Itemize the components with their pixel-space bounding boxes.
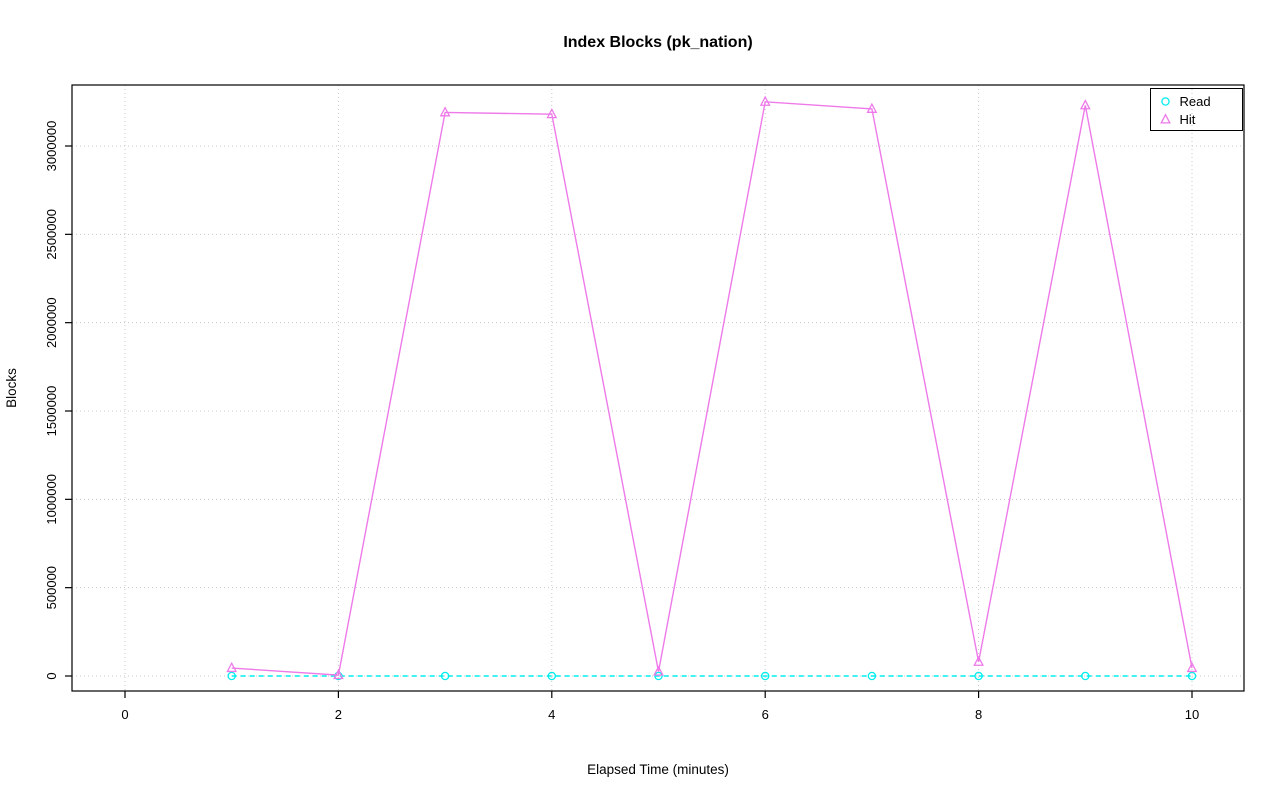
- x-tick-label: 2: [335, 707, 342, 722]
- data-point-read: [760, 671, 770, 681]
- x-tick-label: 8: [975, 707, 982, 722]
- y-tick-label: 500000: [44, 566, 59, 609]
- data-point-hit: [653, 665, 664, 676]
- y-axis-label: Blocks: [4, 368, 19, 408]
- data-point-read: [867, 671, 877, 681]
- data-point-read: [1187, 671, 1197, 681]
- data-point-hit: [333, 668, 344, 680]
- legend-label-read: Read: [1180, 94, 1211, 109]
- legend-box: [1150, 88, 1243, 131]
- series-layer: [226, 95, 1198, 681]
- y-tick-label: 0: [44, 672, 59, 679]
- x-tick-label: 4: [548, 707, 555, 722]
- data-point-hit: [1186, 661, 1198, 673]
- x-tick-label: 6: [762, 707, 769, 722]
- axis-layer: 0 2 4 6 8 10 0 500000 1000000 1500000 2000000 25000…: [44, 84, 1245, 722]
- data-point-read: [654, 671, 663, 681]
- y-tick-label: 2500000: [44, 209, 59, 260]
- data-point-hit: [439, 106, 451, 117]
- chart-title: Index Blocks (pk_nation): [563, 34, 752, 51]
- y-tick-label: 3000000: [44, 121, 59, 172]
- data-point-read: [227, 671, 236, 681]
- data-point-hit: [546, 108, 558, 119]
- data-point-hit: [1079, 99, 1091, 110]
- plot-border: [71, 84, 1245, 692]
- data-point-read: [974, 671, 983, 681]
- legend-label-hit: Hit: [1180, 112, 1196, 127]
- legend: Read Hit: [1150, 88, 1243, 131]
- series-line-hit: [231, 101, 1193, 676]
- legend-marker-read: [1161, 97, 1170, 106]
- x-axis-label: Elapsed Time (minutes): [587, 762, 729, 777]
- data-point-read: [1081, 671, 1090, 681]
- data-point-read: [547, 671, 557, 681]
- x-tick-label: 10: [1185, 707, 1199, 722]
- data-point-read: [440, 671, 450, 681]
- grid-layer: [72, 85, 1244, 691]
- data-point-hit: [759, 95, 771, 106]
- data-point-hit: [973, 655, 984, 666]
- data-point-hit: [226, 661, 238, 673]
- y-tick-label: 1500000: [44, 386, 59, 437]
- x-tick-label: 0: [121, 707, 128, 722]
- y-tick-label: 1000000: [44, 474, 59, 525]
- y-tick-label: 2000000: [44, 297, 59, 348]
- legend-marker-hit: [1160, 113, 1171, 124]
- data-point-hit: [866, 102, 878, 113]
